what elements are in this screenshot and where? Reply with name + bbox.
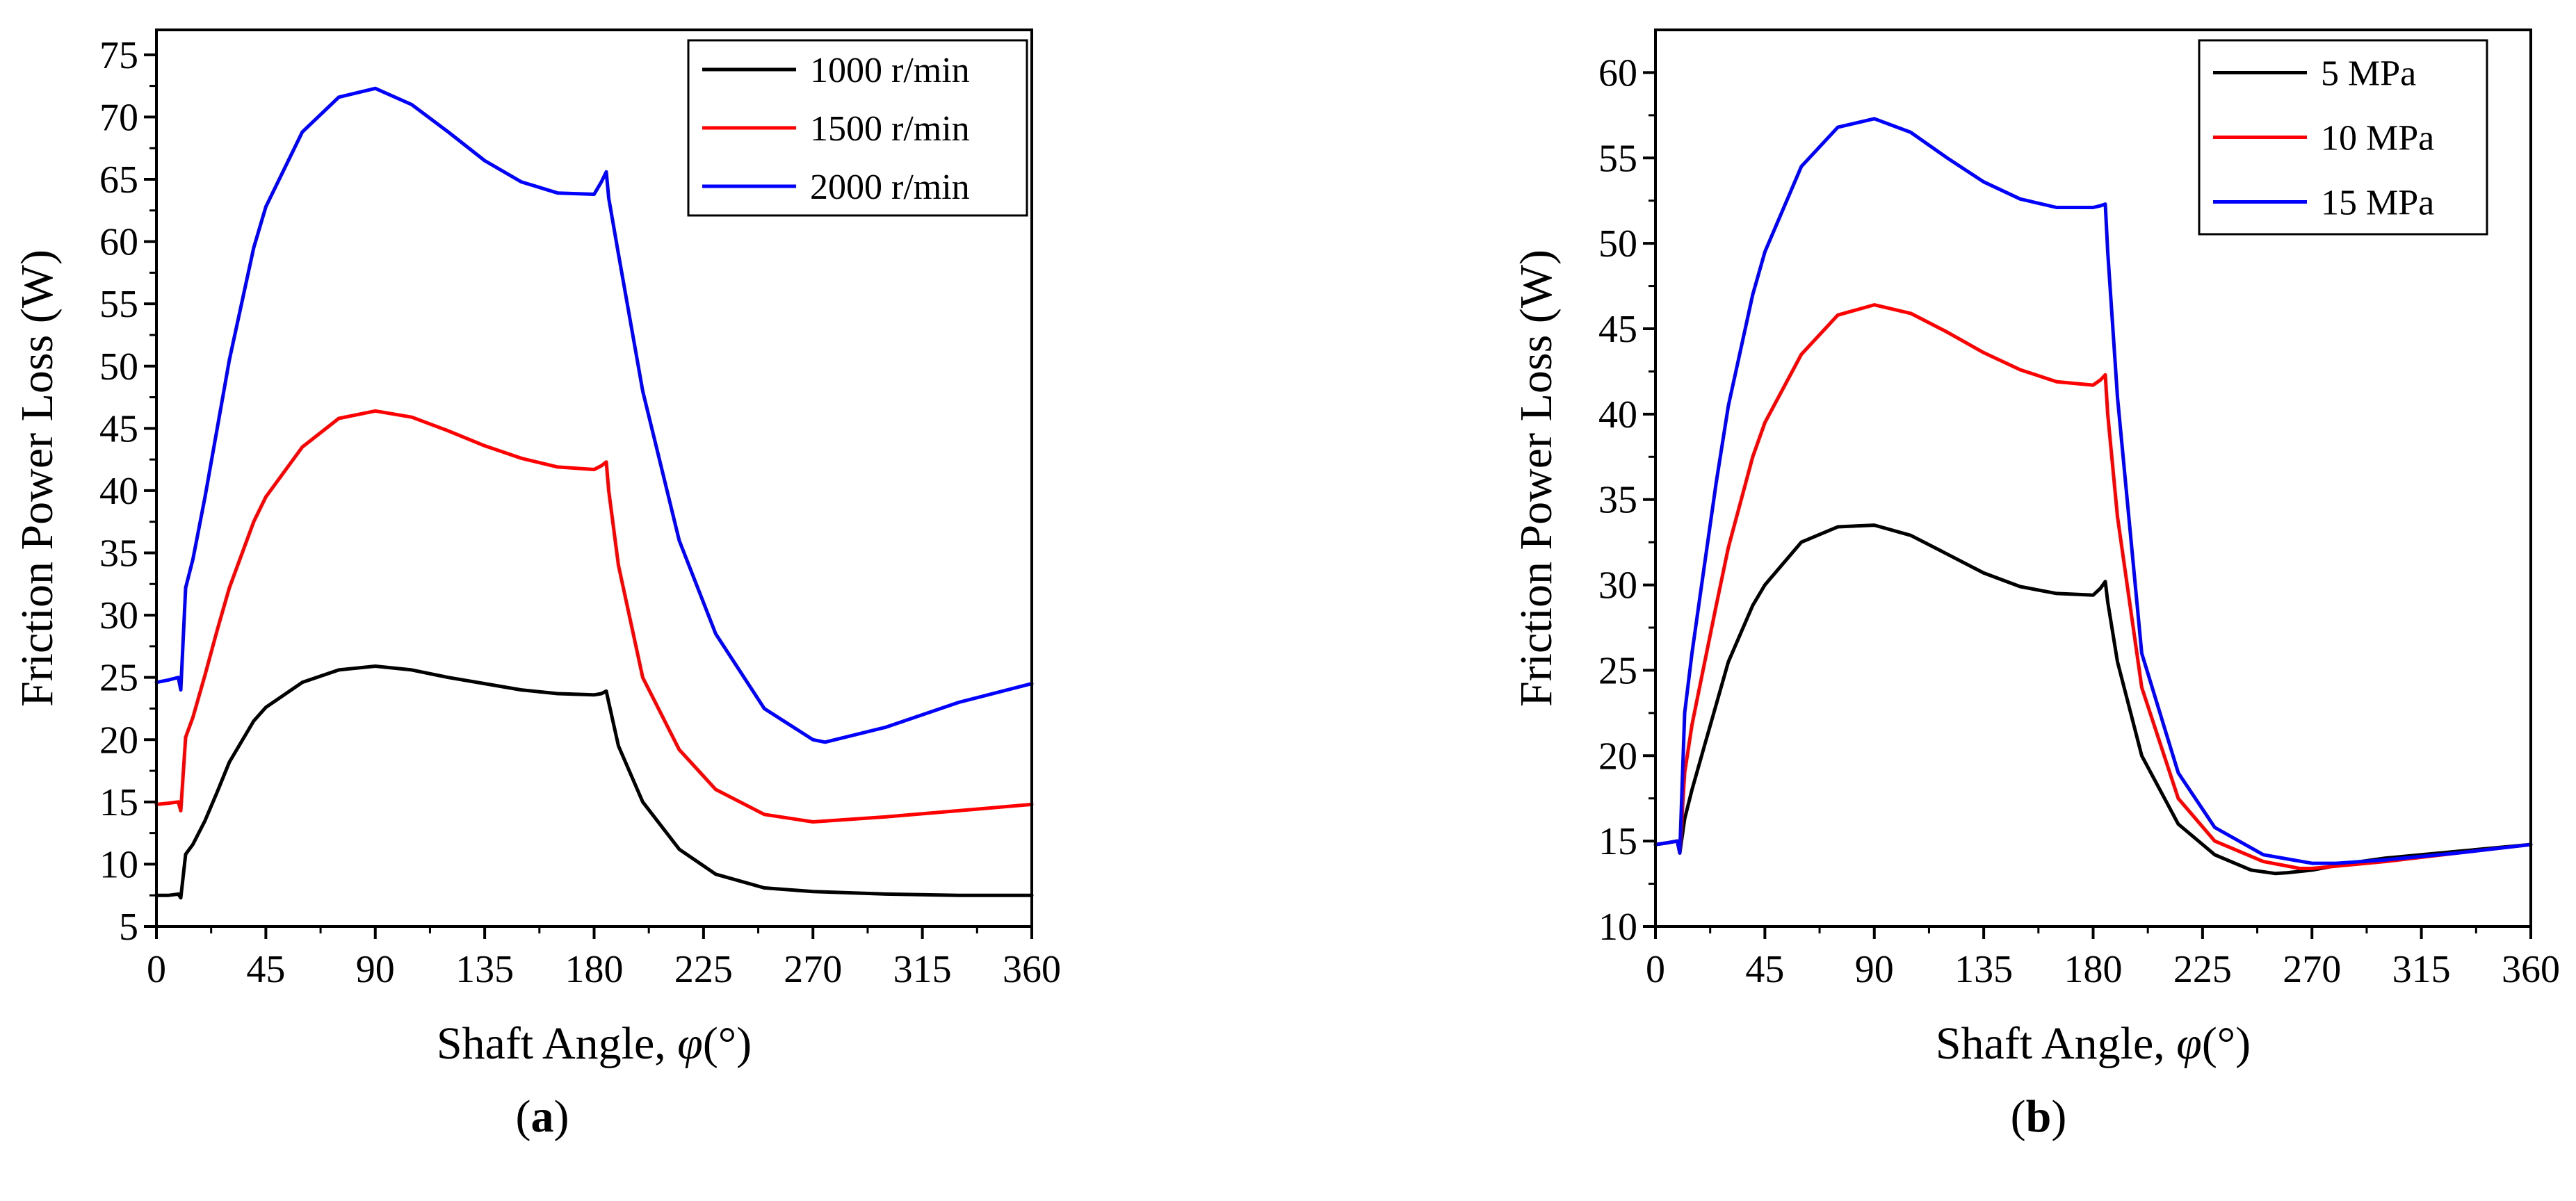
x-tick-label: 315 (2392, 948, 2451, 991)
y-tick-label: 20 (1598, 735, 1637, 778)
x-tick-label: 45 (246, 948, 285, 991)
y-tick-label: 30 (99, 594, 138, 637)
y-tick-label: 60 (1598, 51, 1637, 95)
y-tick-label: 10 (1598, 906, 1637, 949)
y-tick-label: 70 (99, 96, 138, 139)
x-tick-label: 270 (2283, 948, 2341, 991)
series-line-3 (1653, 117, 2533, 865)
series-line-1 (154, 664, 1034, 900)
series-line-1 (1653, 523, 2533, 876)
panel-caption-letter-a: a (531, 1091, 554, 1142)
x-axis-label-text-a: Shaft Angle, (437, 1018, 677, 1069)
y-tick-label: 45 (99, 407, 138, 450)
x-tick-label: 225 (2173, 948, 2232, 991)
x-axis-label-symbol-b: φ (2176, 1018, 2202, 1069)
y-tick-label: 25 (1598, 649, 1637, 692)
legend-label-2: 1500 r/min (810, 109, 970, 149)
legend-label-1: 5 MPa (2321, 54, 2416, 94)
y-tick-label: 35 (1598, 479, 1637, 522)
x-axis-label-symbol-a: φ (677, 1018, 703, 1069)
x-axis-ticks-b: 0 45 90 135 180 225 270 315 360 (1646, 926, 2560, 991)
y-tick-label: 30 (1598, 564, 1637, 607)
chart-panel-a: 5 10 15 20 25 30 35 40 45 50 55 60 65 70 75 0 45 90 135 18… (12, 28, 1061, 1142)
y-tick-label: 40 (1598, 393, 1637, 436)
x-axis-label-a: Shaft Angle, φ(°) (437, 1018, 752, 1069)
legend-label-3: 2000 r/min (810, 168, 970, 207)
x-tick-label: 135 (1954, 948, 2013, 991)
x-tick-label: 90 (1855, 948, 1894, 991)
y-tick-label: 5 (119, 906, 138, 949)
x-axis-label-text-b: Shaft Angle, (1936, 1018, 2176, 1069)
plot-area-a (154, 86, 1034, 900)
series-line-2 (154, 409, 1034, 824)
x-tick-label: 45 (1745, 948, 1784, 991)
y-tick-label: 45 (1598, 308, 1637, 351)
y-tick-label: 55 (1598, 137, 1637, 180)
panel-caption-letter-b: b (2026, 1091, 2052, 1142)
x-tick-label: 180 (2064, 948, 2123, 991)
y-tick-label: 60 (99, 221, 138, 264)
y-axis-ticks-a: 5 10 15 20 25 30 35 40 45 50 55 60 65 70 75 (99, 34, 156, 949)
legend-b: 5 MPa 10 MPa 15 MPa (2198, 39, 2488, 236)
y-axis-label-b: Friction Power Loss (W) (1511, 250, 1562, 707)
series-line-3 (154, 86, 1034, 744)
legend-a: 1000 r/min 1500 r/min 2000 r/min (687, 39, 1028, 217)
plot-frame-a (155, 28, 1033, 928)
x-tick-label: 315 (893, 948, 952, 991)
panel-caption-b: (b) (2011, 1091, 2067, 1142)
y-tick-label: 15 (1598, 820, 1637, 863)
y-tick-label: 65 (99, 158, 138, 202)
x-tick-label: 90 (356, 948, 395, 991)
x-axis-label-b: Shaft Angle, φ(°) (1936, 1018, 2251, 1069)
y-tick-label: 10 (99, 843, 138, 886)
series-line-2 (1653, 303, 2533, 870)
x-tick-label: 225 (674, 948, 733, 991)
x-tick-label: 360 (1003, 948, 1061, 991)
legend-label-1: 1000 r/min (810, 51, 970, 90)
x-tick-label: 135 (455, 948, 514, 991)
x-tick-label: 360 (2502, 948, 2560, 991)
x-tick-label: 270 (784, 948, 842, 991)
x-tick-label: 0 (147, 948, 166, 991)
y-axis-ticks-b: 10 15 20 25 30 35 40 45 50 55 60 (1598, 51, 1655, 949)
y-axis-label-a: Friction Power Loss (W) (12, 250, 63, 707)
x-axis-label-unit-a: (°) (703, 1018, 752, 1069)
y-tick-label: 25 (99, 657, 138, 700)
x-axis-label-unit-b: (°) (2202, 1018, 2251, 1069)
y-tick-label: 40 (99, 470, 138, 513)
legend-label-2: 10 MPa (2321, 119, 2434, 158)
x-axis-ticks-a: 0 45 90 135 180 225 270 315 360 (147, 926, 1061, 991)
y-tick-label: 20 (99, 719, 138, 762)
chart-panel-b: 10 15 20 25 30 35 40 45 50 55 60 0 45 90 135 180 225 270… (1511, 28, 2560, 1142)
y-tick-label: 35 (99, 532, 138, 575)
x-tick-label: 180 (565, 948, 624, 991)
plot-frame-b (1654, 28, 2532, 928)
panel-caption-a: (a) (516, 1091, 569, 1142)
legend-label-3: 15 MPa (2321, 183, 2434, 223)
y-tick-label: 50 (1598, 222, 1637, 265)
y-tick-label: 55 (99, 283, 138, 326)
y-tick-label: 75 (99, 34, 138, 77)
x-tick-label: 0 (1646, 948, 1665, 991)
y-tick-label: 15 (99, 781, 138, 824)
y-tick-label: 50 (99, 345, 138, 389)
plot-area-b (1653, 117, 2533, 876)
